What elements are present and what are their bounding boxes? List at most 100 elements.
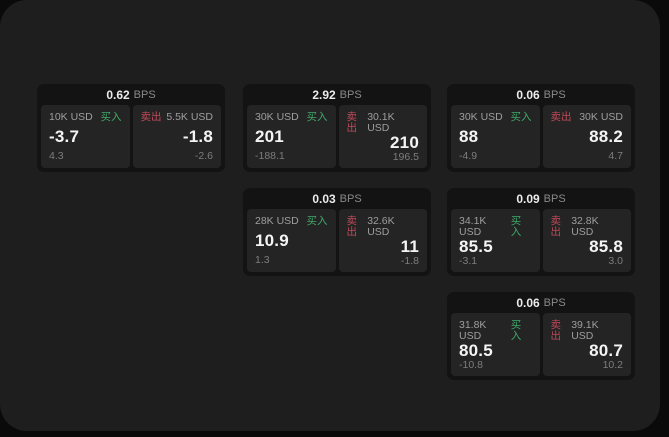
sell-panel[interactable]: 卖出 39.1K USD 80.7 10.2 [542,313,631,376]
sell-header-row: 卖出 32.6K USD [347,216,420,238]
buy-panel[interactable]: 30K USD 买入 88 -4.9 [451,105,540,168]
sell-amount: 30K USD [579,111,623,123]
bps-unit: BPS [133,88,156,101]
sell-amount: 30.1K USD [367,111,395,134]
sell-panel[interactable]: 卖出 32.8K USD 85.8 3.0 [542,209,631,272]
sell-panel[interactable]: 卖出 30K USD 88.2 4.7 [542,105,631,168]
buy-header-row: 28K USD 买入 [255,216,328,227]
buy-label: 买入 [100,111,122,123]
buy-amount: 34.1K USD [459,215,487,238]
app-window: 0.62 BPS 10K USD 买入 -3.7 4.3 卖出 5.5K USD… [0,0,660,431]
quote-card-4: 0.09 BPS 34.1K USD 买入 85.5 -3.1 卖出 32.8K… [447,188,635,276]
buy-delta: 4.3 [49,150,64,162]
buy-delta: -188.1 [255,150,285,162]
buy-amount: 10K USD [49,111,93,123]
buy-panel[interactable]: 10K USD 买入 -3.7 4.3 [41,105,130,168]
sell-delta: 3.0 [608,255,623,267]
bps-value: 0.06 [516,87,540,102]
sell-delta: 196.5 [392,151,419,163]
sell-price: 80.7 [589,341,623,360]
buy-delta: -4.9 [459,150,478,162]
bps-unit: BPS [543,192,566,205]
quote-panels: 31.8K USD 买入 80.5 -10.8 卖出 39.1K USD 80.… [447,313,635,380]
bps-unit: BPS [543,88,566,101]
bps-value: 0.62 [106,87,130,102]
card-header: 0.06 BPS [447,84,635,105]
buy-amount: 31.8K USD [459,319,487,342]
quote-panels: 30K USD 买入 88 -4.9 卖出 30K USD 88.2 4.7 [447,105,635,172]
buy-label: 买入 [306,111,328,123]
sell-delta: 4.7 [608,150,623,162]
buy-delta: -10.8 [459,359,483,371]
sell-label: 卖出 [550,215,562,238]
quote-card-5: 0.06 BPS 31.8K USD 买入 80.5 -10.8 卖出 39.1… [447,292,635,380]
bps-value: 0.06 [516,295,540,310]
bps-unit: BPS [543,296,566,309]
buy-price: -3.7 [49,127,80,146]
sell-label: 卖出 [550,319,562,342]
quote-card-2: 0.06 BPS 30K USD 买入 88 -4.9 卖出 30K USD 8… [447,84,635,172]
bps-unit: BPS [339,88,362,101]
sell-label: 卖出 [346,111,358,134]
quote-card-3: 0.03 BPS 28K USD 买入 10.9 1.3 卖出 32.6K US… [243,188,431,276]
sell-panel[interactable]: 卖出 30.1K USD 210 196.5 [338,105,427,168]
quote-panels: 34.1K USD 买入 85.5 -3.1 卖出 32.8K USD 85.8… [447,209,635,276]
sell-delta: 10.2 [602,359,623,371]
buy-label: 买入 [306,215,328,227]
buy-price: 85.5 [459,237,493,256]
buy-amount: 28K USD [255,215,299,227]
quote-panels: 30K USD 买入 201 -188.1 卖出 30.1K USD 210 1… [243,105,431,172]
bps-value: 0.03 [312,191,336,206]
sell-price: 88.2 [589,127,623,146]
buy-price: 10.9 [255,231,289,250]
sell-label: 卖出 [140,111,162,123]
buy-panel[interactable]: 28K USD 买入 10.9 1.3 [247,209,336,272]
sell-header-row: 卖出 39.1K USD [551,320,624,342]
card-header: 0.03 BPS [243,188,431,209]
buy-header-row: 31.8K USD 买入 [459,320,532,342]
buy-panel[interactable]: 34.1K USD 买入 85.5 -3.1 [451,209,540,272]
sell-price: 210 [390,133,419,152]
sell-panel[interactable]: 卖出 5.5K USD -1.8 -2.6 [132,105,221,168]
quote-panels: 28K USD 买入 10.9 1.3 卖出 32.6K USD 11 -1.8 [243,209,431,276]
sell-header-row: 卖出 30K USD [551,112,624,123]
sell-delta: -2.6 [194,150,213,162]
sell-header-row: 卖出 30.1K USD [347,112,420,134]
buy-label: 买入 [510,111,532,123]
buy-label: 买入 [510,319,522,342]
bps-unit: BPS [339,192,362,205]
card-header: 0.06 BPS [447,292,635,313]
sell-panel[interactable]: 卖出 32.6K USD 11 -1.8 [338,209,427,272]
sell-header-row: 卖出 5.5K USD [141,112,214,123]
bps-value: 2.92 [312,87,336,102]
buy-header-row: 10K USD 买入 [49,112,122,123]
buy-header-row: 30K USD 买入 [459,112,532,123]
buy-panel[interactable]: 30K USD 买入 201 -188.1 [247,105,336,168]
buy-price: 201 [255,127,284,146]
buy-header-row: 30K USD 买入 [255,112,328,123]
buy-panel[interactable]: 31.8K USD 买入 80.5 -10.8 [451,313,540,376]
sell-price: 11 [400,237,419,256]
buy-delta: 1.3 [255,254,270,266]
buy-amount: 30K USD [255,111,299,123]
sell-amount: 32.6K USD [367,215,395,238]
buy-price: 88 [459,127,479,146]
sell-label: 卖出 [346,215,358,238]
sell-amount: 39.1K USD [571,319,599,342]
buy-price: 80.5 [459,341,493,360]
sell-amount: 32.8K USD [571,215,599,238]
sell-header-row: 卖出 32.8K USD [551,216,624,238]
sell-delta: -1.8 [400,255,419,267]
buy-amount: 30K USD [459,111,503,123]
sell-amount: 5.5K USD [166,111,213,123]
buy-header-row: 34.1K USD 买入 [459,216,532,238]
sell-price: -1.8 [182,127,213,146]
card-header: 0.62 BPS [37,84,225,105]
quote-panels: 10K USD 买入 -3.7 4.3 卖出 5.5K USD -1.8 -2.… [37,105,225,172]
bps-value: 0.09 [516,191,540,206]
quote-card-1: 2.92 BPS 30K USD 买入 201 -188.1 卖出 30.1K … [243,84,431,172]
card-header: 2.92 BPS [243,84,431,105]
card-header: 0.09 BPS [447,188,635,209]
quote-card-0: 0.62 BPS 10K USD 买入 -3.7 4.3 卖出 5.5K USD… [37,84,225,172]
sell-label: 卖出 [550,111,572,123]
